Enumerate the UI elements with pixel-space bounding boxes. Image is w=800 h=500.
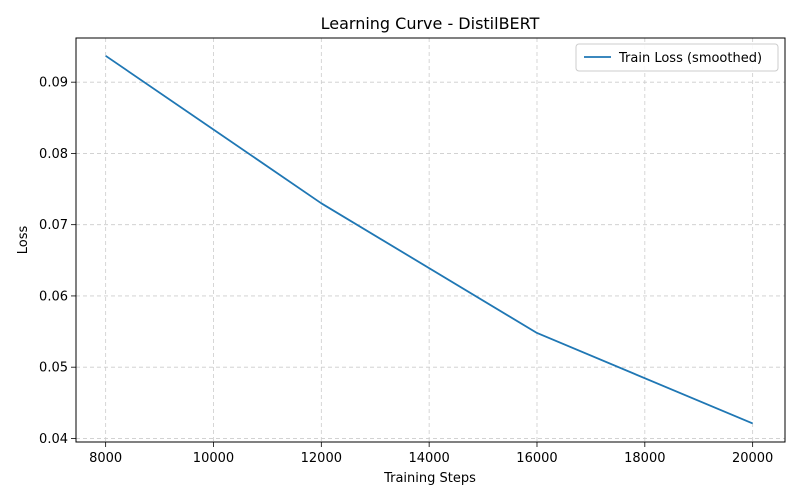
legend-box	[575, 43, 779, 72]
chart-title: Learning Curve - DistilBERT	[321, 14, 540, 33]
legend: Train Loss (smoothed)	[575, 43, 779, 72]
series-line-train-loss	[105, 55, 753, 425]
y-axis-label: Loss	[16, 226, 31, 255]
x-tick-label: 14000	[408, 451, 449, 466]
legend-entry-train-loss: Train Loss (smoothed)	[618, 51, 762, 66]
y-tick-label: 0.07	[39, 218, 68, 233]
y-tick-label: 0.09	[39, 76, 68, 91]
y-tick-label: 0.04	[39, 432, 68, 447]
plot-frame	[75, 37, 786, 443]
y-tick-label: 0.06	[39, 289, 68, 304]
x-tick-label: 12000	[301, 451, 342, 466]
x-tick-label: 20000	[732, 451, 773, 466]
series-layer	[105, 55, 753, 425]
y-tick-label: 0.08	[39, 147, 68, 162]
y-tick-label: 0.05	[39, 361, 68, 376]
y-axis: 0.04 0.05 0.06 0.07 0.08 0.09	[39, 76, 76, 447]
x-tick-label: 18000	[624, 451, 665, 466]
x-tick-label: 8000	[89, 451, 122, 466]
x-axis-label: Training Steps	[383, 471, 476, 486]
x-tick-label: 10000	[193, 451, 234, 466]
grid	[76, 38, 785, 442]
x-axis: 8000 10000 12000 14000 16000 18000 20000	[89, 442, 773, 466]
x-tick-label: 16000	[516, 451, 557, 466]
